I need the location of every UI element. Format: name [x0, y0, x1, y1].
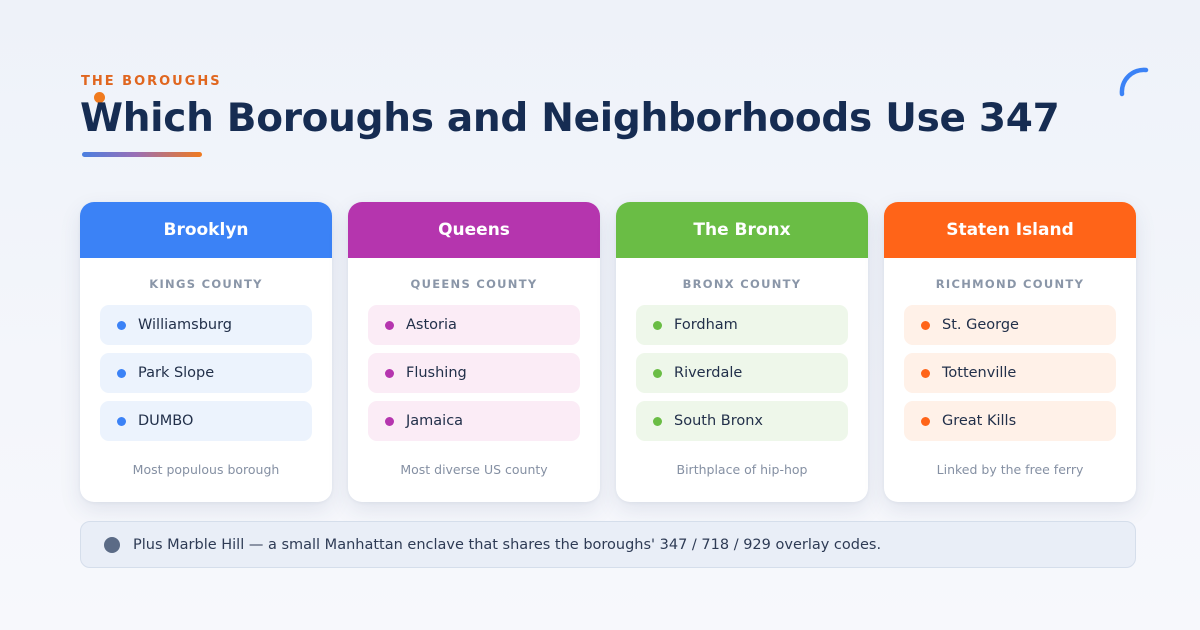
eyebrow-label: THE BOROUGHS [81, 74, 222, 89]
borough-card-header: The Bronx [616, 202, 868, 258]
borough-card: Queens QUEENS COUNTY Astoria Flushing Ja… [348, 202, 600, 502]
borough-cards: Brooklyn KINGS COUNTY Williamsburg Park … [80, 202, 1136, 502]
neighborhood-name: DUMBO [138, 413, 194, 429]
neighborhood-item: Williamsburg [100, 305, 312, 345]
bullet-dot-icon [117, 368, 126, 378]
neighborhood-list: St. George Tottenville Great Kills [904, 305, 1116, 441]
bullet-dot-icon [653, 368, 662, 378]
neighborhood-name: Great Kills [942, 413, 1017, 429]
county-label: QUEENS COUNTY [410, 277, 538, 291]
neighborhood-name: Tottenville [942, 365, 1017, 381]
neighborhood-list: Fordham Riverdale South Bronx [636, 305, 848, 441]
bullet-dot-icon [921, 368, 930, 378]
bullet-dot-icon [117, 320, 126, 330]
neighborhood-name: St. George [942, 317, 1019, 333]
bullet-dot-icon [921, 416, 930, 426]
neighborhood-item: Park Slope [100, 353, 312, 393]
neighborhood-list: Williamsburg Park Slope DUMBO [100, 305, 312, 441]
borough-card-header: Staten Island [884, 202, 1136, 258]
neighborhood-item: Astoria [368, 305, 580, 345]
bullet-dot-icon [385, 368, 394, 378]
neighborhood-name: Park Slope [138, 365, 215, 381]
borough-note: Linked by the free ferry [936, 462, 1084, 477]
borough-note: Most diverse US county [400, 462, 548, 477]
borough-name: The Bronx [693, 220, 791, 240]
neighborhood-item: Great Kills [904, 401, 1116, 441]
neighborhood-item: Jamaica [368, 401, 580, 441]
title-underline [82, 152, 202, 157]
borough-note: Birthplace of hip-hop [676, 462, 808, 477]
neighborhood-name: Astoria [406, 317, 457, 333]
neighborhood-item: Riverdale [636, 353, 848, 393]
county-label: RICHMOND COUNTY [935, 277, 1085, 291]
neighborhood-item: Flushing [368, 353, 580, 393]
borough-note: Most populous borough [132, 462, 280, 477]
info-dot-icon [104, 536, 120, 553]
footer-callout: Plus Marble Hill — a small Manhattan enc… [80, 521, 1136, 568]
arc-decoration-icon [1119, 67, 1149, 97]
neighborhood-item: St. George [904, 305, 1116, 345]
borough-name: Queens [438, 220, 510, 240]
bullet-dot-icon [117, 416, 126, 426]
bullet-dot-icon [921, 320, 930, 330]
neighborhood-name: Williamsburg [138, 317, 233, 333]
neighborhood-name: Riverdale [674, 365, 743, 381]
neighborhood-name: Flushing [406, 365, 467, 381]
borough-name: Staten Island [946, 220, 1074, 240]
neighborhood-item: Tottenville [904, 353, 1116, 393]
borough-card: Brooklyn KINGS COUNTY Williamsburg Park … [80, 202, 332, 502]
title-accent-dot [94, 92, 105, 103]
neighborhood-name: Jamaica [406, 413, 464, 429]
page-title: Which Boroughs and Neighborhoods Use 347 [80, 96, 1060, 141]
neighborhood-list: Astoria Flushing Jamaica [368, 305, 580, 441]
borough-card-header: Queens [348, 202, 600, 258]
neighborhood-item: Fordham [636, 305, 848, 345]
county-label: BRONX COUNTY [682, 277, 802, 291]
bullet-dot-icon [653, 320, 662, 330]
borough-card-header: Brooklyn [80, 202, 332, 258]
county-label: KINGS COUNTY [149, 277, 263, 291]
borough-card: Staten Island RICHMOND COUNTY St. George… [884, 202, 1136, 502]
borough-name: Brooklyn [163, 220, 249, 240]
footer-text: Plus Marble Hill — a small Manhattan enc… [133, 536, 882, 553]
neighborhood-item: South Bronx [636, 401, 848, 441]
neighborhood-name: South Bronx [674, 413, 763, 429]
neighborhood-name: Fordham [674, 317, 738, 333]
borough-card: The Bronx BRONX COUNTY Fordham Riverdale… [616, 202, 868, 502]
bullet-dot-icon [385, 416, 394, 426]
bullet-dot-icon [385, 320, 394, 330]
neighborhood-item: DUMBO [100, 401, 312, 441]
bullet-dot-icon [653, 416, 662, 426]
